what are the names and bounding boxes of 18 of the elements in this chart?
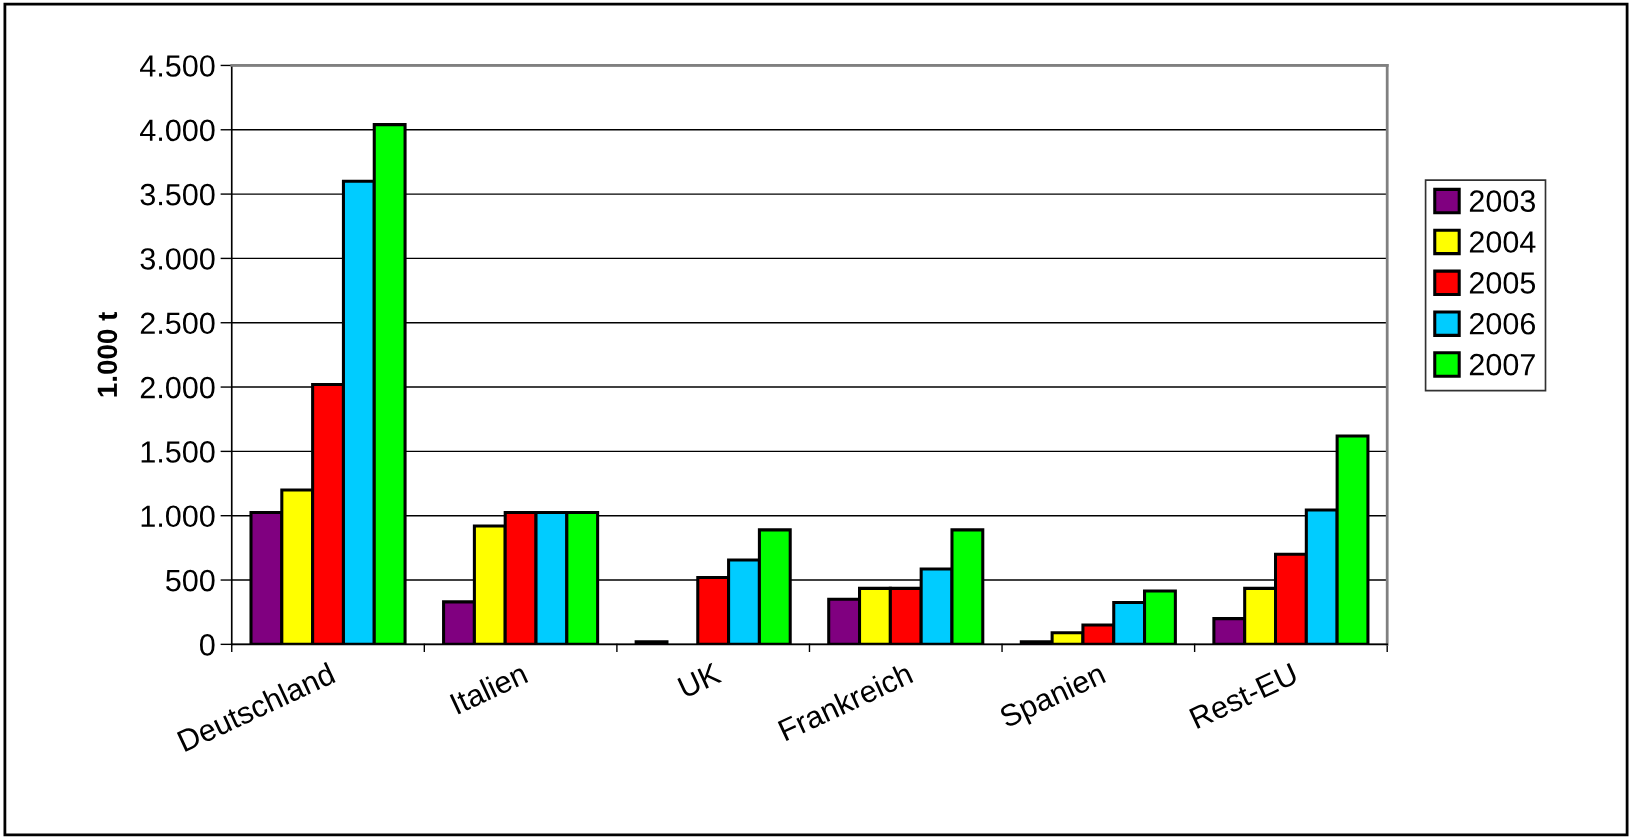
y-tick-label: 3.000 [140,248,215,270]
y-tick-label: 4.500 [140,55,215,77]
y-tick-label: 0 [199,634,215,656]
y-tick-label: 4.000 [140,119,215,142]
y-tick-label: 2.500 [140,312,215,335]
x-tick-label: Italien [449,661,529,715]
y-tick-label: 500 [166,569,215,592]
legend-label: 2003 [1469,190,1535,212]
y-tick-label: 1.000 [141,505,215,528]
legend-label: 2004 [1469,231,1536,253]
legend-label: 2007 [1469,353,1535,376]
y-tick-label: 3.500 [140,183,215,206]
y-axis-title: 1.000 t [97,311,118,397]
x-tick-label: UK [677,662,723,699]
y-tick-label: 1.500 [141,441,215,463]
legend-label: 2005 [1469,272,1536,294]
y-tick-label: 2.000 [140,376,215,399]
legend-label: 2006 [1469,312,1535,335]
